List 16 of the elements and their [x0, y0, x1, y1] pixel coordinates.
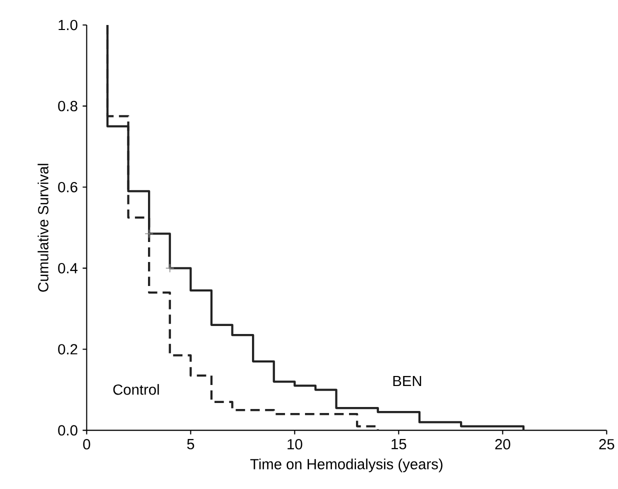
y-tick-label: 0.6: [58, 182, 78, 192]
y-tick-label: 0.2: [58, 344, 78, 354]
y-axis-title: Cumulative Survival: [38, 164, 48, 292]
x-axis-title: Time on Hemodialysis (years): [250, 458, 442, 472]
x-tick-label: 0: [83, 439, 90, 450]
series-label: BEN: [393, 376, 422, 386]
text: Control: [113, 384, 159, 395]
y-tick-label: 0.4: [58, 263, 78, 274]
x-tick-label: 25: [599, 439, 614, 450]
y-tick-label: 0.0: [58, 425, 78, 436]
y-tick-label: 0.8: [58, 100, 78, 112]
x-tick-label: 20: [495, 439, 510, 450]
x-tick-label: 10: [288, 439, 302, 450]
x-tick-label: 15: [392, 439, 406, 450]
x-tick-label: 5: [187, 439, 194, 450]
y-tick-label: 1.0: [58, 20, 78, 30]
